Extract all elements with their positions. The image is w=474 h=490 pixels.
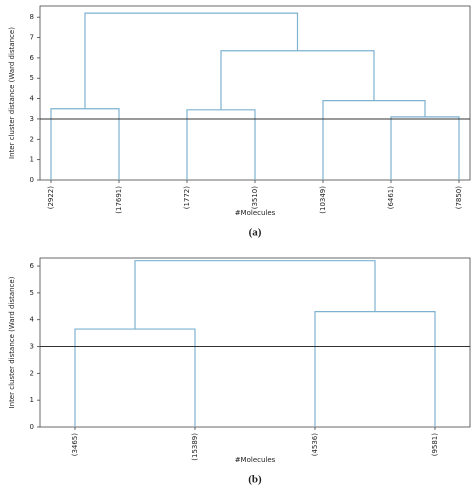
y-tick-label: 6 — [30, 54, 35, 62]
y-tick-label: 7 — [30, 34, 34, 42]
dendrogram-link — [134, 260, 376, 330]
y-tick-label: 3 — [30, 115, 34, 123]
y-tick-label: 5 — [30, 289, 34, 297]
leaf-label: (3465) — [71, 433, 79, 457]
y-axis-label: Inter cluster distance (Ward distance) — [8, 276, 16, 408]
dendrogram-link — [84, 12, 299, 109]
y-tick-label: 2 — [30, 135, 34, 143]
y-tick-label: 4 — [30, 316, 35, 324]
caption: (b) — [248, 474, 262, 486]
leaf-label: (2922) — [47, 186, 55, 210]
leaf-label: (7850) — [455, 186, 463, 210]
leaf-label: (17691) — [115, 186, 123, 214]
leaf-label: (9581) — [431, 433, 439, 457]
dendrogram-link — [390, 116, 460, 180]
leaf-label: (1772) — [183, 186, 191, 210]
y-tick-label: 5 — [30, 74, 34, 82]
dendrogram-link — [314, 311, 436, 427]
y-axis-label: Inter cluster distance (Ward distance) — [8, 27, 16, 159]
y-tick-label: 0 — [30, 423, 34, 431]
y-tick-label: 1 — [30, 396, 34, 404]
leaf-label: (10349) — [319, 186, 327, 214]
plot-frame — [39, 257, 471, 428]
leaf-label: (6461) — [387, 186, 395, 210]
y-tick-label: 1 — [30, 156, 34, 164]
caption: (a) — [249, 227, 262, 239]
y-tick-label: 0 — [30, 176, 34, 184]
dendrogram-link — [186, 109, 256, 180]
y-tick-label: 4 — [30, 95, 35, 103]
x-axis-label: #Molecules — [235, 209, 276, 217]
dendrogram-link — [322, 100, 426, 180]
leaf-label: (15389) — [191, 433, 199, 461]
y-tick-label: 2 — [30, 369, 34, 377]
y-tick-label: 6 — [30, 262, 35, 270]
dendrogram-link — [50, 108, 120, 180]
y-tick-label: 8 — [30, 13, 34, 21]
leaf-label: (4536) — [311, 433, 319, 457]
y-tick-label: 3 — [30, 343, 34, 351]
dendrogram-link — [74, 328, 196, 427]
leaf-label: (3510) — [251, 186, 259, 210]
x-axis-label: #Molecules — [235, 456, 276, 464]
